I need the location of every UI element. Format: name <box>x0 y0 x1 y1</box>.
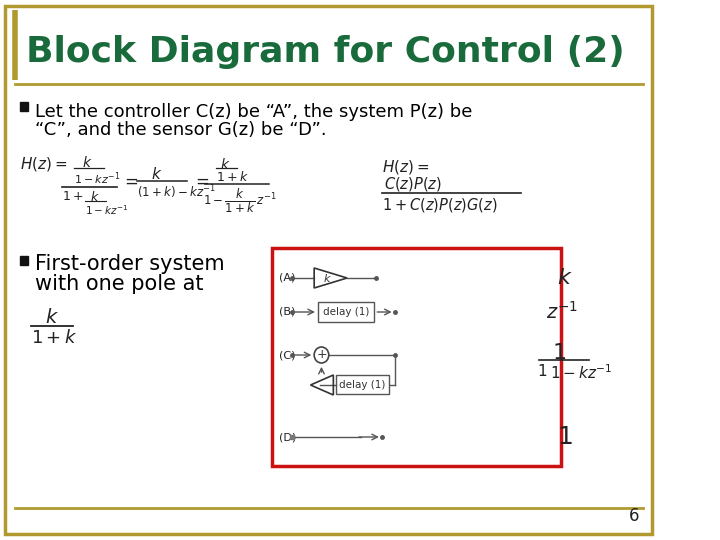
Text: $\left(1+k\right)-kz^{-1}$: $\left(1+k\right)-kz^{-1}$ <box>137 183 216 200</box>
Text: Block Diagram for Control (2): Block Diagram for Control (2) <box>26 35 624 69</box>
FancyBboxPatch shape <box>6 6 652 534</box>
Text: $+$: $+$ <box>316 348 327 361</box>
Text: $1$: $1$ <box>552 343 566 363</box>
Text: $1$: $1$ <box>537 363 547 379</box>
Text: $k$: $k$ <box>557 268 572 288</box>
Text: $k$: $k$ <box>323 272 331 284</box>
Text: (B): (B) <box>279 307 295 317</box>
Text: Let the controller C(z) be “A”, the system P(z) be: Let the controller C(z) be “A”, the syst… <box>35 103 472 121</box>
Text: (A): (A) <box>279 273 295 283</box>
Text: 6: 6 <box>629 507 639 525</box>
FancyBboxPatch shape <box>272 248 561 466</box>
Bar <box>20 102 28 111</box>
Text: $H(z)=$: $H(z)=$ <box>382 158 429 176</box>
FancyBboxPatch shape <box>336 375 389 394</box>
Text: $z^{-1}$: $z^{-1}$ <box>546 301 577 323</box>
Text: $H\left(z\right)=$: $H\left(z\right)=$ <box>20 155 68 173</box>
Text: $1+C(z)P(z)G(z)$: $1+C(z)P(z)G(z)$ <box>382 196 498 214</box>
Text: $C(z)P(z)$: $C(z)P(z)$ <box>384 175 441 193</box>
Text: $k$: $k$ <box>220 157 231 172</box>
Text: “C”, and the sensor G(z) be “D”.: “C”, and the sensor G(z) be “D”. <box>35 121 326 139</box>
Text: $1$: $1$ <box>557 425 572 449</box>
Text: $k$: $k$ <box>90 190 100 204</box>
Text: $=$: $=$ <box>120 172 138 190</box>
Text: First-order system: First-order system <box>35 254 225 274</box>
Text: delay (1): delay (1) <box>323 307 369 317</box>
Text: $1-kz^{-1}$: $1-kz^{-1}$ <box>74 170 120 187</box>
Bar <box>20 256 28 265</box>
Text: with one pole at: with one pole at <box>35 274 203 294</box>
Text: $1+$: $1+$ <box>62 190 84 203</box>
Text: $=$: $=$ <box>192 172 209 190</box>
Text: $1-kz^{-1}$: $1-kz^{-1}$ <box>550 363 613 382</box>
Text: $k$: $k$ <box>82 155 93 170</box>
FancyBboxPatch shape <box>318 302 374 322</box>
Text: delay (1): delay (1) <box>339 380 386 390</box>
Text: $1+k$: $1+k$ <box>31 329 78 347</box>
Text: (D): (D) <box>279 432 296 442</box>
Text: $1-kz^{-1}$: $1-kz^{-1}$ <box>85 203 128 217</box>
Text: $1-\dfrac{k}{1+k}\,z^{-1}$: $1-\dfrac{k}{1+k}\,z^{-1}$ <box>203 187 277 215</box>
Text: (C): (C) <box>279 350 295 360</box>
Text: $k$: $k$ <box>45 308 59 327</box>
Text: $1+k$: $1+k$ <box>215 170 248 184</box>
Text: $k$: $k$ <box>151 166 163 182</box>
